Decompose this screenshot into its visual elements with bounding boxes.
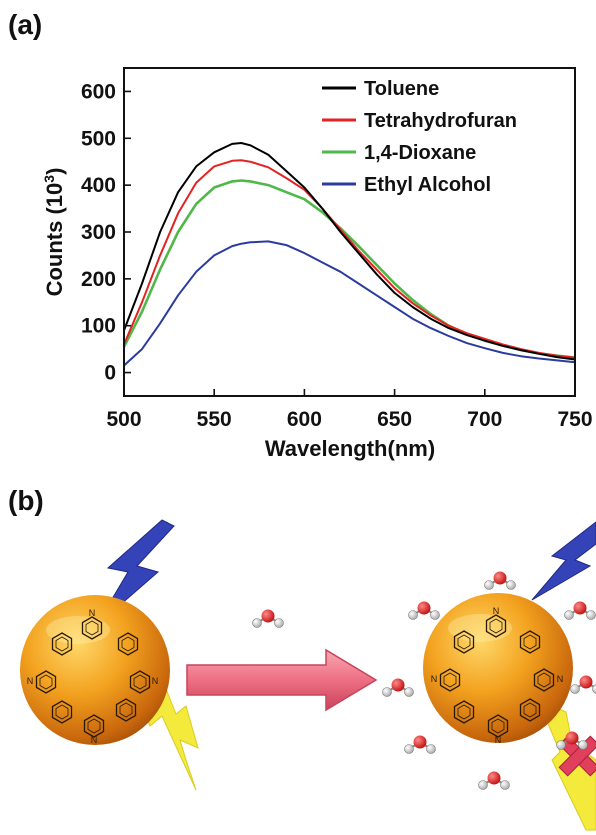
nitrogen-label: N bbox=[91, 735, 98, 745]
series-line-ethyl-alcohol bbox=[123, 240, 576, 367]
water-molecule bbox=[407, 600, 441, 621]
water-molecule bbox=[403, 734, 437, 755]
water-molecule bbox=[563, 600, 596, 621]
y-tick-label: 200 bbox=[81, 268, 116, 291]
y-tick-label: 500 bbox=[81, 127, 116, 150]
series-line-1-4-dioxane bbox=[122, 179, 576, 359]
x-tick-label: 600 bbox=[287, 408, 322, 431]
light-bolt-top-right bbox=[531, 521, 596, 601]
transformation-arrow bbox=[186, 648, 378, 712]
spectrum-chart: 500 550 600 650 700 750 0 100 200 300 400 500 600 To… bbox=[41, 67, 593, 461]
solvation-scheme: N N N N N N bbox=[20, 519, 596, 831]
x-axis-title: Wavelength(nm) bbox=[265, 436, 435, 461]
y-tick-label: 100 bbox=[81, 315, 116, 338]
water-molecule bbox=[569, 674, 596, 695]
legend-label: Tetrahydrofuran bbox=[364, 110, 517, 132]
nitrogen-label: N bbox=[27, 676, 34, 686]
legend: Toluene Tetrahydrofuran 1,4-Dioxane Ethyl A… bbox=[322, 78, 517, 196]
y-tick-label: 600 bbox=[81, 80, 116, 103]
panel-b-label: (b) bbox=[8, 485, 44, 516]
panel-a-label: (a) bbox=[8, 9, 42, 40]
y-tick-label: 300 bbox=[81, 221, 116, 244]
y-tick-label: 400 bbox=[81, 174, 116, 197]
y-tick-label: 0 bbox=[104, 362, 116, 385]
ticks-layer: 500 550 600 650 700 750 0 100 200 300 400 500 600 bbox=[81, 80, 593, 431]
legend-label: Toluene bbox=[364, 78, 439, 100]
x-tick-label: 500 bbox=[106, 408, 141, 431]
water-molecule bbox=[381, 677, 415, 698]
x-tick-label: 650 bbox=[377, 408, 412, 431]
water-molecule bbox=[483, 570, 517, 591]
series-layer bbox=[122, 142, 576, 367]
y-axis-title: Counts (103) bbox=[41, 168, 67, 297]
series-line-tetrahydrofuran bbox=[123, 159, 576, 359]
legend-label: 1,4-Dioxane bbox=[364, 142, 476, 164]
water-molecule bbox=[251, 608, 285, 629]
x-tick-label: 700 bbox=[467, 408, 502, 431]
nitrogen-label: N bbox=[493, 606, 500, 616]
nitrogen-label: N bbox=[152, 676, 159, 686]
right-nanoparticle: N N N N bbox=[423, 593, 573, 745]
x-tick-label: 750 bbox=[557, 408, 592, 431]
nitrogen-label: N bbox=[495, 735, 502, 745]
left-nanoparticle: N N N N bbox=[20, 595, 170, 745]
nitrogen-label: N bbox=[89, 608, 96, 618]
legend-label: Ethyl Alcohol bbox=[364, 174, 491, 196]
nitrogen-label: N bbox=[431, 674, 438, 684]
series-line-toluene bbox=[123, 142, 576, 361]
nitrogen-label: N bbox=[557, 674, 564, 684]
quench-cross bbox=[558, 735, 596, 777]
x-tick-label: 550 bbox=[197, 408, 232, 431]
water-molecule bbox=[477, 770, 511, 791]
